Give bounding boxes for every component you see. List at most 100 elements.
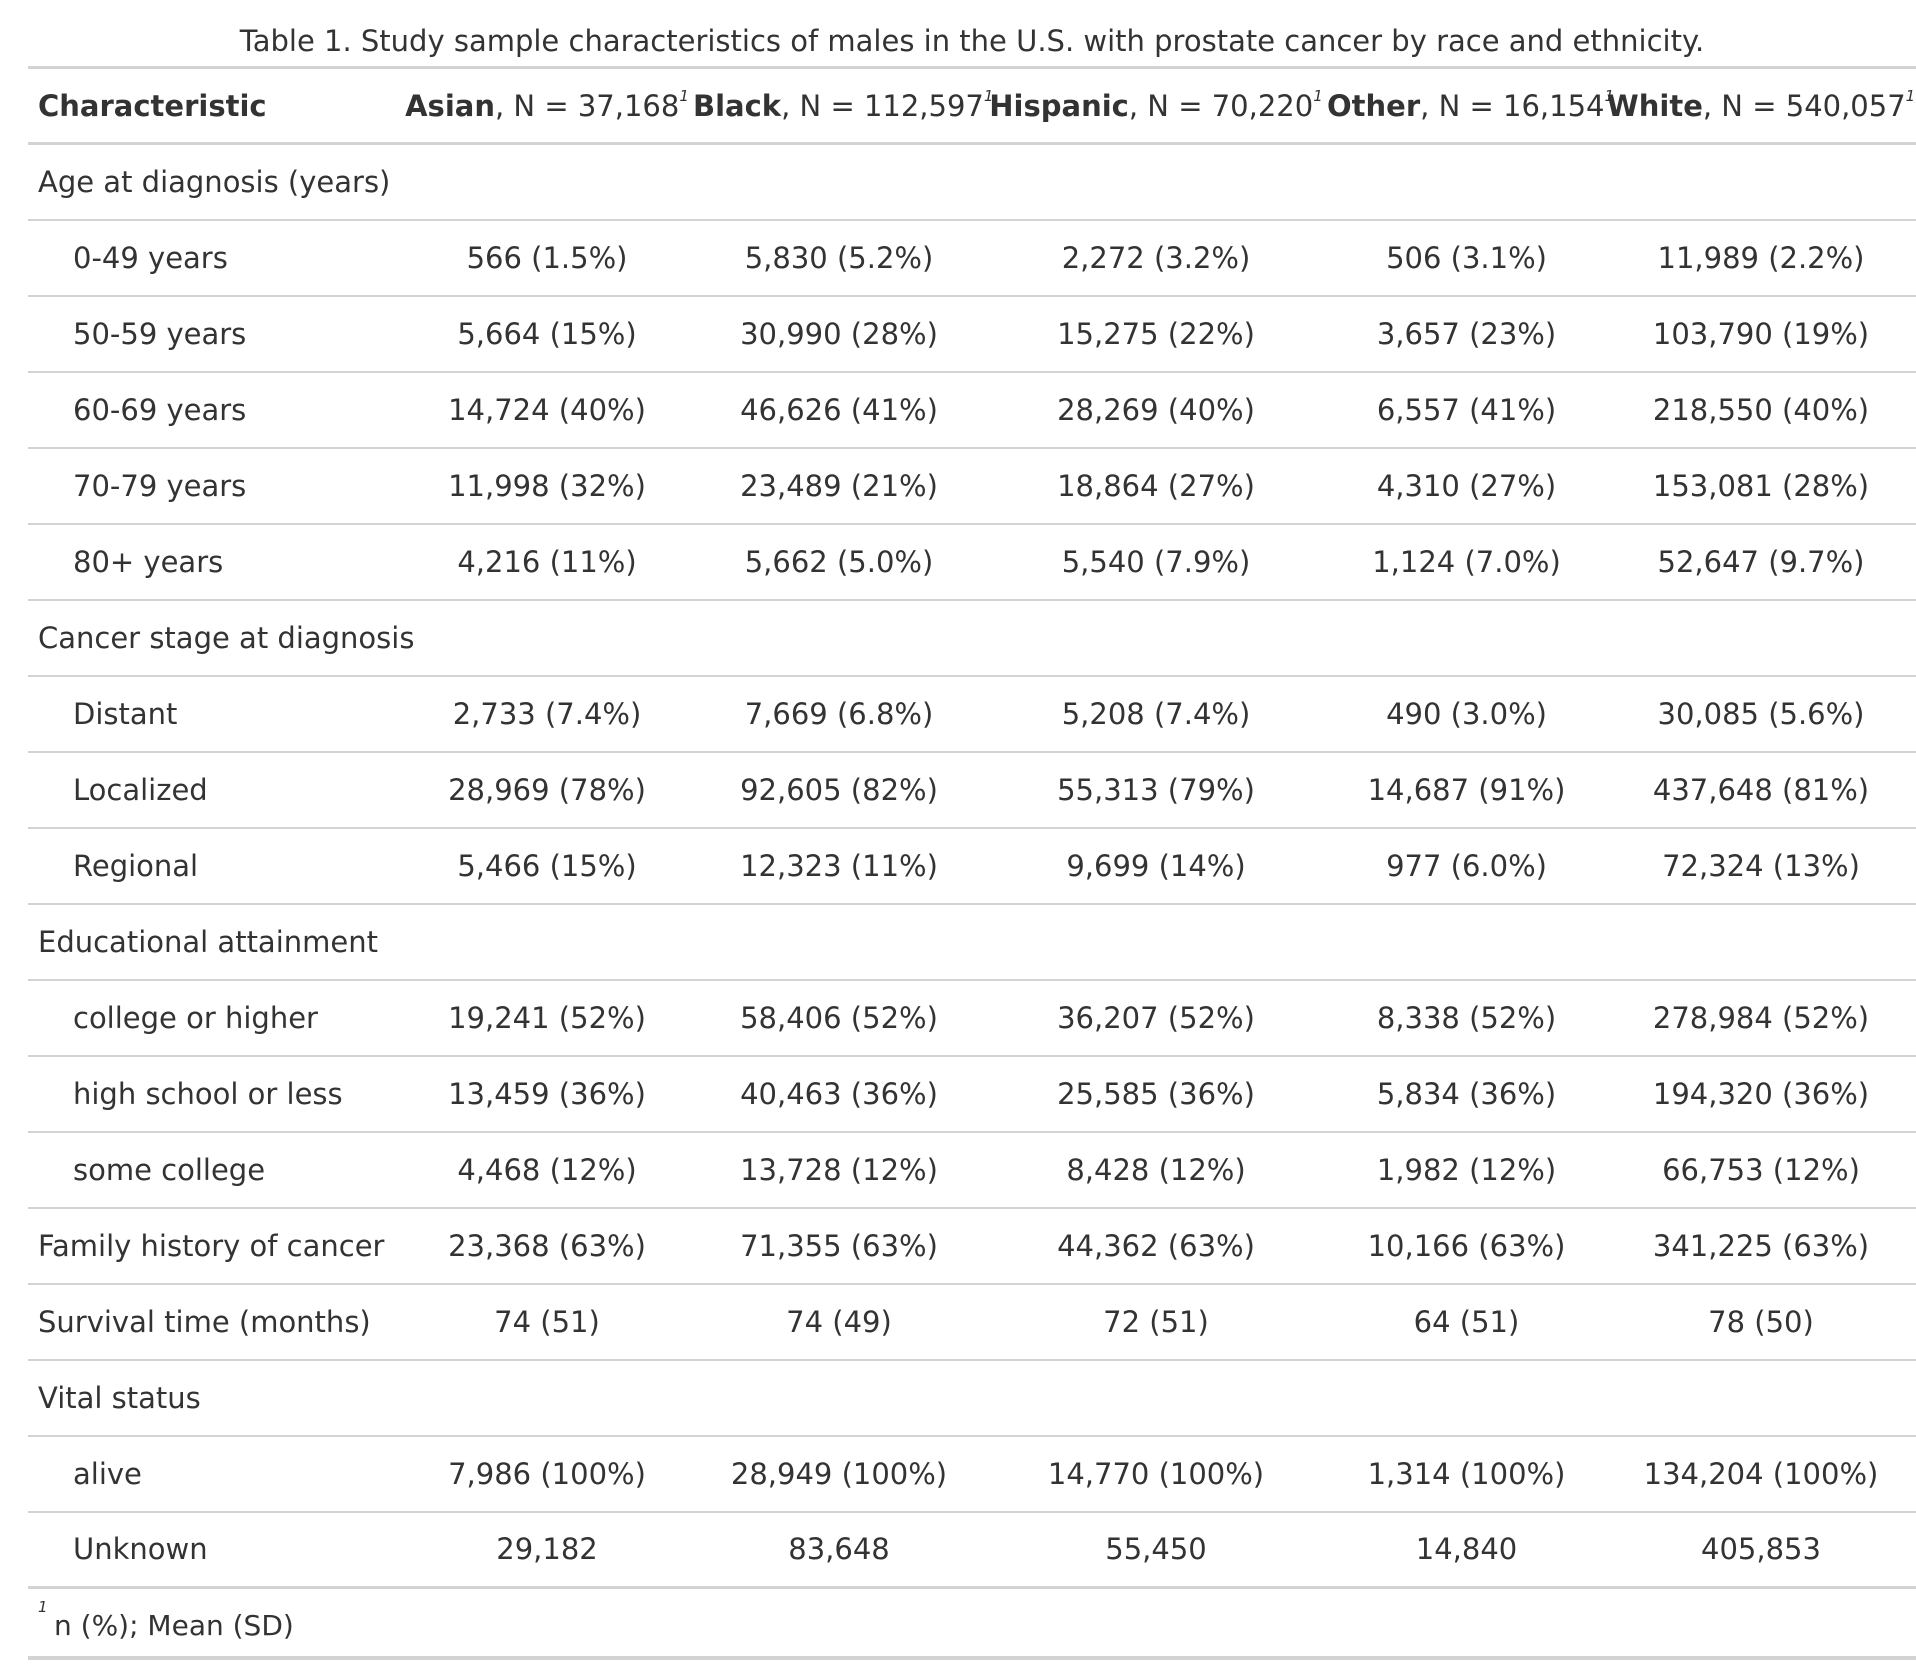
table-cell xyxy=(1606,144,1916,220)
row-label: Distant xyxy=(73,696,178,731)
header-asian: Asian, N = 37,1681 xyxy=(405,86,689,123)
row-label: some college xyxy=(73,1152,266,1187)
table-cell: 13,459 (36%) xyxy=(448,1076,646,1111)
table-cell: 5,540 (7.9%) xyxy=(1061,544,1251,579)
table-cell xyxy=(1606,904,1916,980)
table-cell: 405,853 xyxy=(1701,1532,1821,1567)
row-label: 80+ years xyxy=(73,544,224,579)
table-cell: 72 (51) xyxy=(1103,1304,1209,1339)
row-label: Vital status xyxy=(38,1380,201,1415)
table-cell: 83,648 xyxy=(788,1532,890,1567)
table-cell xyxy=(693,1360,985,1436)
table-cell: 15,275 (22%) xyxy=(1057,316,1255,351)
table-row: alive 7,986 (100%) 28,949 (100%) 14,770 (10… xyxy=(28,1436,1916,1512)
table-cell: 566 (1.5%) xyxy=(466,240,628,275)
table-cell: 29,182 xyxy=(496,1532,598,1567)
footnote-text: n (%); Mean (SD) xyxy=(54,1609,294,1642)
row-label: 60-69 years xyxy=(73,392,247,427)
table-row: Regional 5,466 (15%) 12,323 (11%) 9,699 (14… xyxy=(28,828,1916,904)
table-cell: 2,272 (3.2%) xyxy=(1061,240,1251,275)
table-cell: 30,990 (28%) xyxy=(740,316,938,351)
row-label: 50-59 years xyxy=(73,316,247,351)
table-cell: 64 (51) xyxy=(1413,1304,1520,1339)
table-cell: 74 (49) xyxy=(786,1304,892,1339)
header-other: Other, N = 16,1541 xyxy=(1327,86,1615,123)
table-cell xyxy=(401,600,693,676)
table-cell xyxy=(1327,904,1606,980)
table-cell: 7,986 (100%) xyxy=(448,1456,646,1491)
table-cell: 13,728 (12%) xyxy=(740,1152,938,1187)
table-cell: 25,585 (36%) xyxy=(1057,1076,1255,1111)
table-cell: 23,489 (21%) xyxy=(740,468,938,503)
table-cell: 7,669 (6.8%) xyxy=(744,696,934,731)
table-cell: 6,557 (41%) xyxy=(1376,392,1557,427)
table-row: 60-69 years 14,724 (40%) 46,626 (41%) 28,26… xyxy=(28,372,1916,448)
table-cell: 278,984 (52%) xyxy=(1652,1000,1870,1035)
table-cell: 19,241 (52%) xyxy=(448,1000,646,1035)
table-cell: 11,998 (32%) xyxy=(448,468,646,503)
table-cell: 18,864 (27%) xyxy=(1057,468,1255,503)
table-cell: 11,989 (2.2%) xyxy=(1657,240,1865,275)
table-row: 80+ years 4,216 (11%) 5,662 (5.0%) 5,540 (7… xyxy=(28,524,1916,600)
row-label: Educational attainment xyxy=(38,924,378,959)
table-cell: 74 (51) xyxy=(494,1304,600,1339)
table-cell: 52,647 (9.7%) xyxy=(1657,544,1865,579)
table-cell: 12,323 (11%) xyxy=(740,848,938,883)
table-cell xyxy=(1606,1360,1916,1436)
table-cell xyxy=(1606,600,1916,676)
row-label: Age at diagnosis (years) xyxy=(38,164,391,199)
table-cell: 103,790 (19%) xyxy=(1652,316,1870,351)
table-cell: 1,314 (100%) xyxy=(1367,1456,1566,1491)
table-caption: Table 1. Study sample characteristics of… xyxy=(239,24,1705,58)
table-row: 50-59 years 5,664 (15%) 30,990 (28%) 15,275… xyxy=(28,296,1916,372)
table-row: Cancer stage at diagnosis xyxy=(28,600,1916,676)
table-row: Distant 2,733 (7.4%) 7,669 (6.8%) 5,208 (7.… xyxy=(28,676,1916,752)
table-cell xyxy=(985,904,1327,980)
table-cell: 5,834 (36%) xyxy=(1376,1076,1557,1111)
table-row: Unknown 29,182 83,648 55,450 14,840 405,853 xyxy=(28,1512,1916,1588)
table-cell: 437,648 (81%) xyxy=(1652,772,1870,807)
table-cell xyxy=(985,1360,1327,1436)
table-cell: 5,662 (5.0%) xyxy=(744,544,934,579)
table-cell: 58,406 (52%) xyxy=(740,1000,938,1035)
table-cell: 153,081 (28%) xyxy=(1652,468,1870,503)
table-cell: 71,355 (63%) xyxy=(740,1228,938,1263)
row-label: alive xyxy=(73,1456,142,1491)
table-cell: 55,450 xyxy=(1105,1532,1207,1567)
table-cell: 977 (6.0%) xyxy=(1386,848,1547,883)
table-cell: 1,982 (12%) xyxy=(1376,1152,1557,1187)
table-cell: 194,320 (36%) xyxy=(1652,1076,1870,1111)
row-label: Regional xyxy=(73,848,199,883)
table-row: Survival time (months) 74 (51) 74 (49) 72 (… xyxy=(28,1284,1916,1360)
table-cell: 4,216 (11%) xyxy=(457,544,637,579)
table-cell xyxy=(693,144,985,220)
table-cell: 66,753 (12%) xyxy=(1662,1152,1860,1187)
table-cell: 9,699 (14%) xyxy=(1066,848,1246,883)
table-cell: 78 (50) xyxy=(1708,1304,1814,1339)
table-cell: 5,830 (5.2%) xyxy=(744,240,934,275)
table-row: Vital status xyxy=(28,1360,1916,1436)
footnote-mark: 1 xyxy=(38,1598,48,1616)
table-cell: 28,269 (40%) xyxy=(1057,392,1255,427)
table-cell: 28,969 (78%) xyxy=(448,772,646,807)
table-cell: 1,124 (7.0%) xyxy=(1372,544,1561,579)
header-black: Black, N = 112,5971 xyxy=(693,86,994,123)
table-cell: 14,724 (40%) xyxy=(448,392,646,427)
table-cell: 14,840 xyxy=(1415,1532,1518,1567)
table-row: some college 4,468 (12%) 13,728 (12%) 8,428… xyxy=(28,1132,1916,1208)
table-cell: 4,310 (27%) xyxy=(1376,468,1557,503)
table-cell: 46,626 (41%) xyxy=(740,392,938,427)
table-cell xyxy=(1327,1360,1606,1436)
table-cell xyxy=(401,904,693,980)
table-footnote: 1 n (%); Mean (SD) xyxy=(28,1590,1916,1660)
table-cell xyxy=(401,1360,693,1436)
table-row: 0-49 years 566 (1.5%) 5,830 (5.2%) 2,272 (3… xyxy=(28,220,1916,296)
table-cell: 4,468 (12%) xyxy=(457,1152,637,1187)
table-body: Age at diagnosis (years) 0-49 years 566 (1… xyxy=(28,144,1916,1588)
row-label: Unknown xyxy=(73,1532,208,1567)
table-cell: 5,466 (15%) xyxy=(457,848,637,883)
table-cell: 8,428 (12%) xyxy=(1066,1152,1246,1187)
table-cell xyxy=(985,144,1327,220)
row-label: Survival time (months) xyxy=(38,1304,371,1339)
table-cell xyxy=(693,600,985,676)
